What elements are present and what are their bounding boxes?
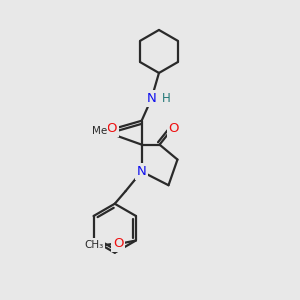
Text: N: N [137,165,146,178]
Text: O: O [169,122,179,135]
Text: O: O [113,237,123,250]
Text: O: O [106,122,117,135]
Text: Me: Me [92,127,107,136]
Text: N: N [147,92,156,105]
Text: H: H [161,92,170,105]
Text: CH₃: CH₃ [85,240,104,250]
